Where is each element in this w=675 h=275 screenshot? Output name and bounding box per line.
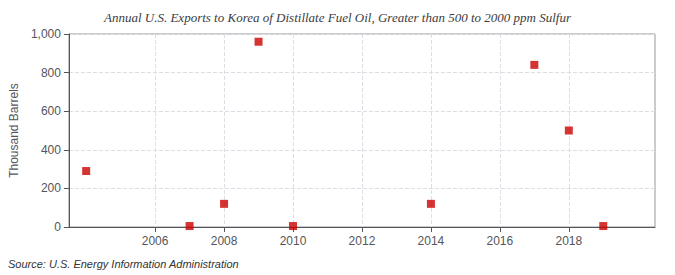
svg-text:2008: 2008 [211,234,238,248]
svg-text:Annual U.S. Exports to Korea o: Annual U.S. Exports to Korea of Distilla… [103,10,572,25]
svg-text:Source: U.S. Energy Informatio: Source: U.S. Energy Information Administ… [8,258,239,270]
svg-text:2016: 2016 [487,234,514,248]
svg-text:0: 0 [54,220,61,234]
svg-text:1,000: 1,000 [31,27,61,41]
svg-text:2012: 2012 [349,234,376,248]
svg-text:600: 600 [41,104,61,118]
svg-text:Thousand Barrels: Thousand Barrels [7,83,21,178]
svg-text:2006: 2006 [142,234,169,248]
svg-text:400: 400 [41,143,61,157]
svg-text:200: 200 [41,181,61,195]
svg-text:2014: 2014 [418,234,445,248]
svg-text:2018: 2018 [555,234,582,248]
svg-text:800: 800 [41,66,61,80]
svg-text:2010: 2010 [280,234,307,248]
